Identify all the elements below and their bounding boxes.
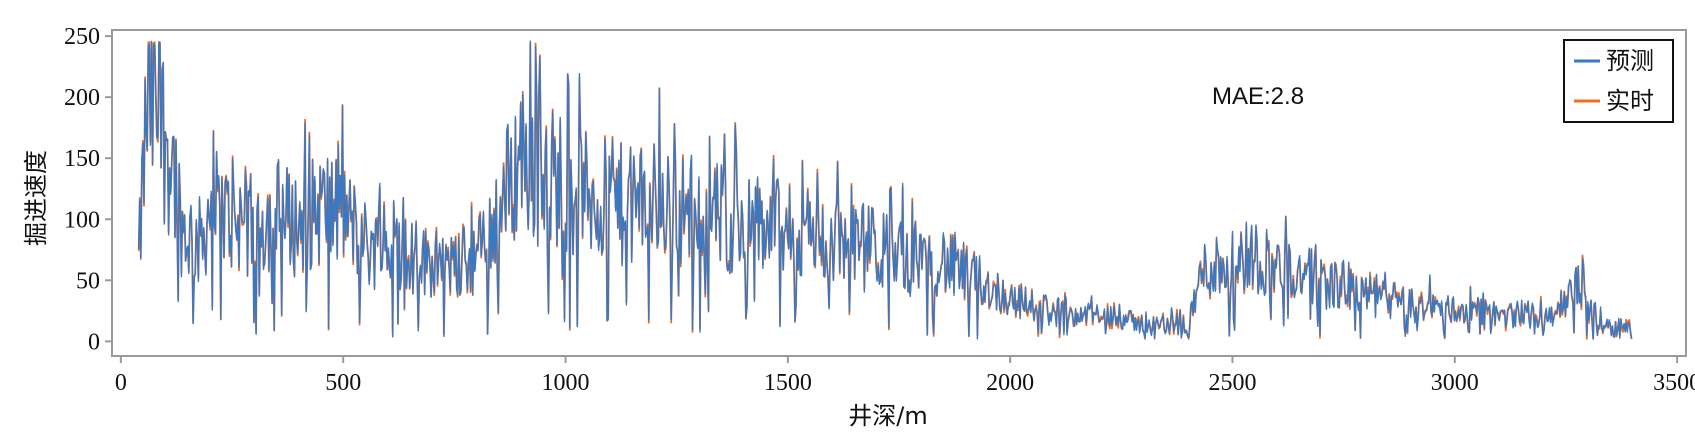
plot-area (111, 29, 1687, 357)
y-tick-label: 100 (64, 207, 100, 233)
x-tick-label: 2500 (1208, 370, 1256, 396)
y-tick-label: 150 (64, 146, 100, 172)
legend-label-realtime: 实时 (1606, 87, 1654, 115)
legend-box (1563, 39, 1674, 123)
legend: 预测 实时 (1563, 39, 1674, 123)
plot-frame (111, 29, 1687, 357)
series-line-realtime (137, 41, 1633, 340)
x-tick-label: 1000 (542, 370, 590, 396)
x-tick-label: 1500 (764, 370, 812, 396)
y-tick-label: 0 (88, 329, 100, 355)
legend-label-prediction: 预测 (1606, 47, 1654, 75)
y-tick-label: 50 (76, 268, 100, 294)
x-tick-label: 2000 (986, 370, 1034, 396)
series-line-prediction (138, 40, 1633, 340)
x-tick-label: 3000 (1431, 370, 1479, 396)
y-tick-label: 250 (64, 24, 100, 50)
x-tick-label: 500 (325, 370, 361, 396)
y-tick-label: 200 (64, 85, 100, 111)
mae-annotation: MAE:2.8 (1212, 83, 1304, 110)
y-axis-ticks: 0 50 100 150 200 250 (64, 24, 112, 355)
x-tick-label: 0 (115, 370, 127, 396)
y-axis-title: 掘进速度 (22, 150, 50, 246)
x-axis-title: 井深/m (848, 402, 927, 430)
